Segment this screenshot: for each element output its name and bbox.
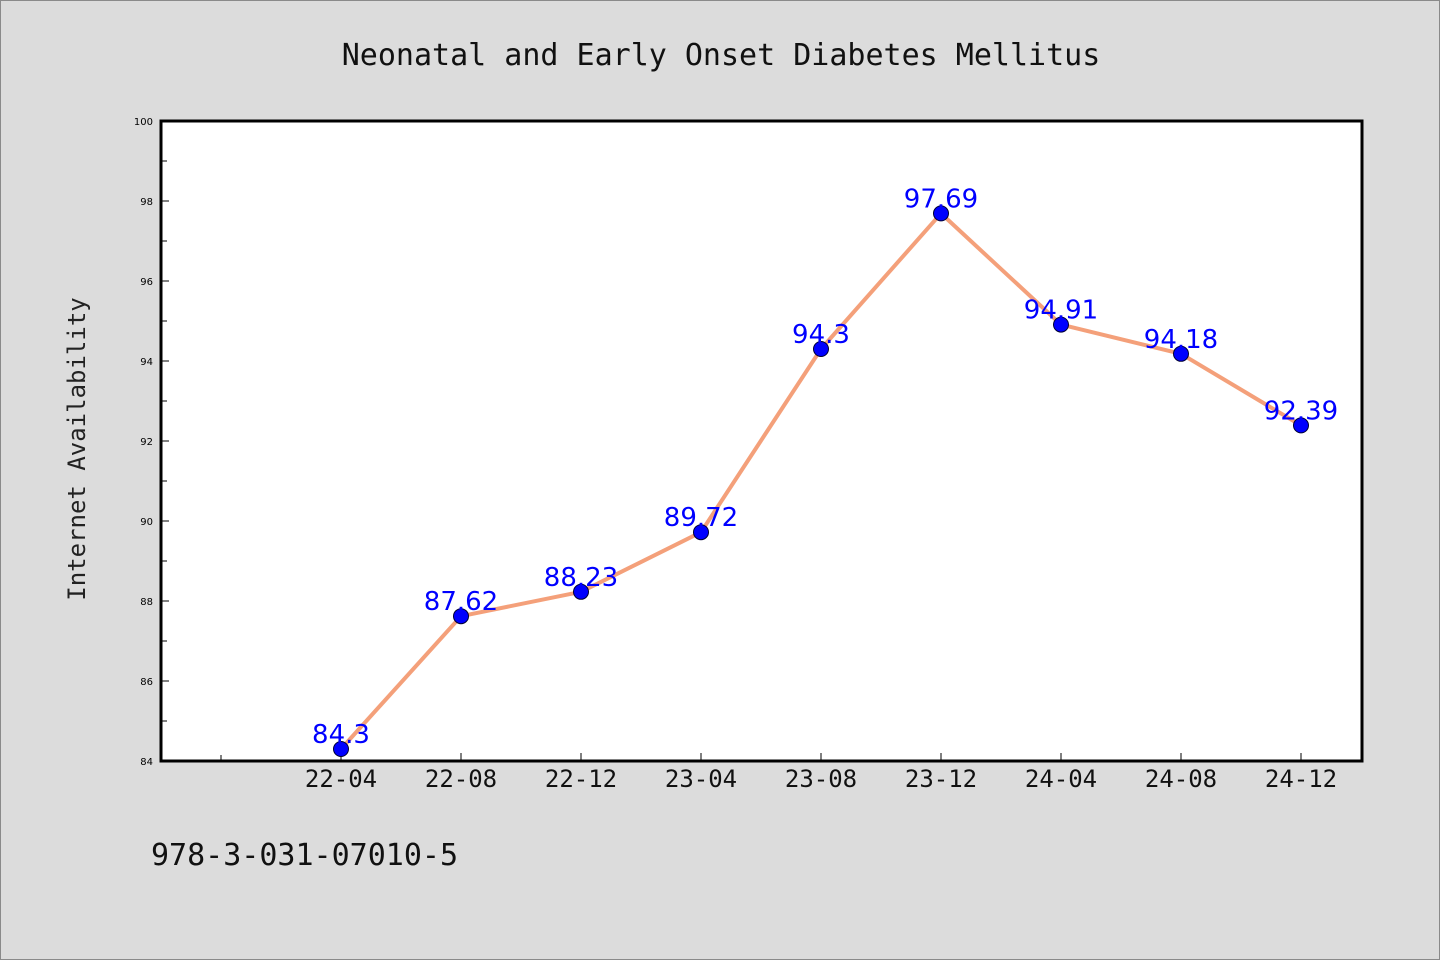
data-point bbox=[813, 341, 829, 357]
y-axis: 84 86 88 90 92 94 96 98 100 bbox=[134, 117, 169, 768]
data-point bbox=[333, 741, 349, 757]
x-tick-label: 24-08 bbox=[1145, 765, 1217, 793]
y-tick-label: 90 bbox=[140, 517, 153, 528]
y-tick-label: 96 bbox=[140, 277, 153, 288]
y-tick-label: 92 bbox=[140, 437, 153, 448]
data-label: 89.72 bbox=[664, 503, 738, 533]
x-tick-label: 24-12 bbox=[1265, 765, 1337, 793]
x-tick-label: 22-12 bbox=[545, 765, 617, 793]
x-tick-label: 22-08 bbox=[425, 765, 497, 793]
y-tick-label: 84 bbox=[140, 757, 153, 768]
data-label: 88.23 bbox=[544, 563, 618, 593]
data-point bbox=[1293, 417, 1309, 434]
isbn-footer: 978-3-031-07010-5 bbox=[151, 838, 458, 873]
x-tick-label: 23-08 bbox=[785, 765, 857, 793]
y-tick-label: 94 bbox=[140, 357, 153, 368]
data-label: 94.91 bbox=[1024, 296, 1098, 326]
data-label: 97.69 bbox=[904, 184, 978, 214]
x-tick-label: 22-04 bbox=[305, 765, 377, 793]
data-point bbox=[933, 205, 949, 222]
data-label: 84.3 bbox=[312, 720, 370, 750]
x-tick-label: 24-04 bbox=[1025, 765, 1097, 793]
data-label: 87.62 bbox=[424, 587, 498, 617]
data-label: 94.18 bbox=[1144, 325, 1218, 355]
x-tick-label: 23-04 bbox=[665, 765, 737, 793]
x-tick-label: 23-12 bbox=[905, 765, 977, 793]
y-tick-label: 98 bbox=[140, 197, 153, 208]
data-labels: 84.3 87.62 88.23 89.72 94.3 97.69 94.91 94.18 92… bbox=[312, 184, 1338, 750]
y-axis-label: Internet Availability bbox=[63, 297, 91, 600]
data-point bbox=[693, 524, 709, 541]
data-point bbox=[573, 583, 589, 600]
x-axis: 22-04 22-08 22-12 23-04 23-08 23-12 24-04 24-08… bbox=[220, 753, 1337, 793]
data-points bbox=[333, 205, 1309, 757]
y-tick-label: 88 bbox=[140, 597, 153, 608]
y-tick-label: 100 bbox=[134, 117, 153, 128]
data-point bbox=[1173, 345, 1189, 362]
chart-title: Neonatal and Early Onset Diabetes Mellit… bbox=[342, 38, 1101, 73]
data-point bbox=[1053, 316, 1069, 333]
data-label: 94.3 bbox=[792, 320, 850, 350]
data-label: 92.39 bbox=[1264, 396, 1338, 426]
y-tick-label: 86 bbox=[140, 677, 153, 688]
data-point bbox=[453, 608, 469, 625]
